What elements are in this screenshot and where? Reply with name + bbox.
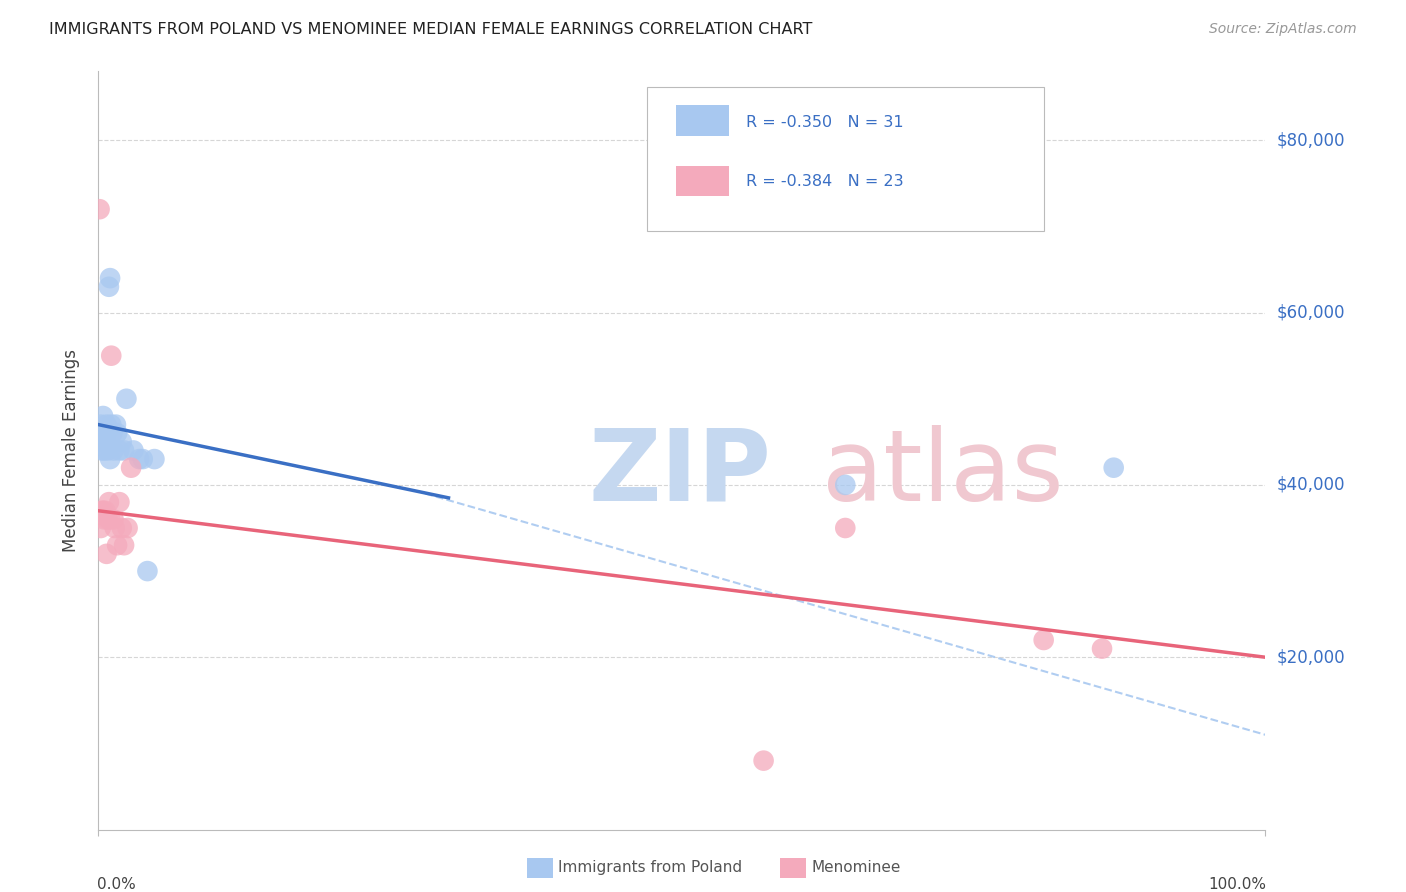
Point [111,434,134,449]
Point [91,426,114,441]
Point [98,452,121,467]
Point [128,452,150,467]
Point [1102,460,1125,475]
Point [122,443,145,458]
Point [93,443,115,458]
Point [97,512,120,526]
Bar [676,166,728,196]
Point [104,521,127,535]
Point [90,417,112,432]
Point [89,202,111,217]
FancyBboxPatch shape [647,87,1043,231]
Text: Menominee: Menominee [811,861,901,875]
Point [105,426,128,441]
Point [93,512,115,526]
Point [108,443,131,458]
Text: Source: ZipAtlas.com: Source: ZipAtlas.com [1209,22,1357,37]
Point [93,426,115,441]
Point [117,521,139,535]
Text: R = -0.350   N = 31: R = -0.350 N = 31 [747,115,904,129]
Point [90,434,112,449]
Point [91,504,114,518]
Text: $20,000: $20,000 [1277,648,1346,666]
Point [97,443,120,458]
Point [98,512,121,526]
Point [94,434,117,449]
Point [101,426,124,441]
Point [834,521,856,535]
Bar [676,105,728,136]
Point [105,538,128,552]
Point [96,417,118,432]
Point [100,417,122,432]
Point [104,417,127,432]
Point [108,495,131,509]
Point [103,512,125,526]
Text: $40,000: $40,000 [1277,476,1346,494]
Point [90,521,112,535]
Point [89,426,111,441]
Text: 0.0%: 0.0% [97,877,136,892]
Text: $80,000: $80,000 [1277,131,1346,149]
Point [834,478,856,492]
Point [100,349,122,363]
Text: atlas: atlas [823,425,1063,522]
Text: 100.0%: 100.0% [1209,877,1267,892]
Point [97,279,120,293]
Point [1032,633,1054,648]
Text: R = -0.384   N = 23: R = -0.384 N = 23 [747,174,904,189]
Point [1091,641,1114,656]
Y-axis label: Median Female Earnings: Median Female Earnings [62,349,80,552]
Point [98,271,121,285]
Point [132,452,155,467]
Text: Immigrants from Poland: Immigrants from Poland [558,861,742,875]
Point [94,504,117,518]
Text: ZIP: ZIP [589,425,772,522]
Text: $60,000: $60,000 [1277,303,1346,322]
Point [96,547,118,561]
Point [112,443,135,458]
Point [97,495,120,509]
Point [112,538,135,552]
Point [136,564,159,578]
Point [91,409,114,423]
Point [90,443,112,458]
Point [143,452,166,467]
Point [96,426,118,441]
Point [752,754,775,768]
Point [115,392,138,406]
Point [90,504,112,518]
Point [120,460,142,475]
Point [103,443,125,458]
Text: IMMIGRANTS FROM POLAND VS MENOMINEE MEDIAN FEMALE EARNINGS CORRELATION CHART: IMMIGRANTS FROM POLAND VS MENOMINEE MEDI… [49,22,813,37]
Point [111,521,134,535]
